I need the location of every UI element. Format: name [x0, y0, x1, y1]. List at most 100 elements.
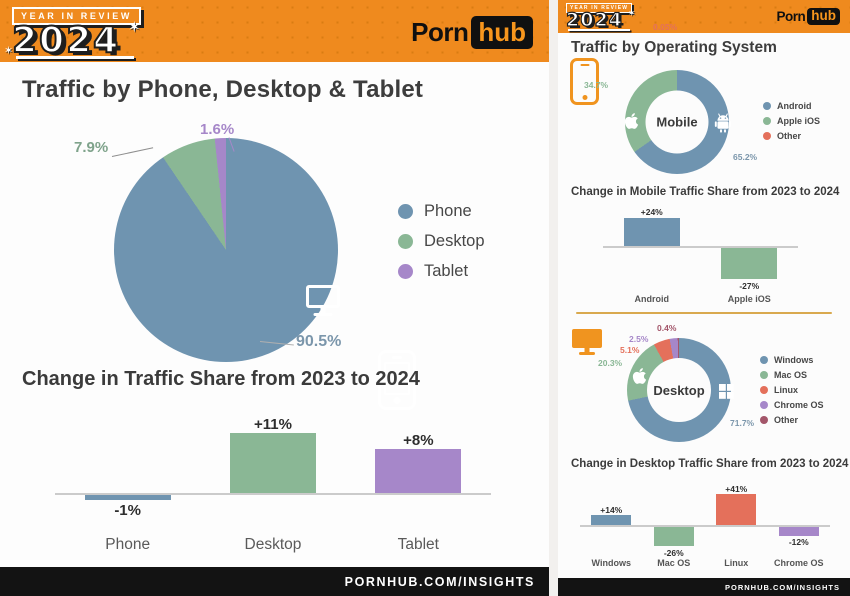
apple-icon	[632, 368, 647, 384]
sparkle-icon: ✶	[128, 19, 141, 36]
bar	[84, 494, 171, 500]
page-title: Traffic by Phone, Desktop & Tablet	[22, 76, 424, 103]
bar-value-label: -1%	[114, 501, 141, 519]
apple-icon	[624, 113, 639, 129]
donut-label-linux: 5.1%	[620, 345, 640, 355]
donut-label-other: 0.4%	[657, 323, 677, 333]
change-chart-title: Change in Traffic Share from 2023 to 202…	[22, 368, 420, 390]
sparkle-icon: ✶	[628, 8, 636, 18]
pornhub-logo-porn: Porn	[776, 8, 806, 24]
legend-dot-chrome-os	[760, 401, 768, 409]
bar-value-label: +41%	[725, 484, 748, 495]
donut-label-other: 0.05%	[653, 22, 678, 32]
legend-dot-tablet	[398, 264, 413, 279]
year-2024-logo: 2024	[11, 20, 121, 61]
page-title: Traffic by Operating System	[571, 39, 777, 56]
legend-dot-linux	[760, 386, 768, 394]
legend-dot-windows	[760, 356, 768, 364]
legend-dot-android	[763, 102, 771, 110]
bar	[716, 494, 757, 525]
bar-value-label: -27%	[739, 280, 760, 291]
device-change-bar-chart: -1% Phone +11% Desktop +8% Tablet	[55, 400, 491, 560]
mobile-os-donut-chart: Mobile	[625, 70, 729, 174]
section-divider	[576, 312, 832, 314]
legend-dot-desktop	[398, 234, 413, 249]
legend-dot-phone	[398, 204, 413, 219]
header-band: YEAR IN REVIEW 2024 ✶ Porn hub	[558, 0, 850, 33]
bar-column-apple-ios: -27% Apple iOS	[701, 202, 799, 304]
desktop-os-legend: Windows Mac OS Linux Chrome OS Other	[760, 355, 824, 430]
phone-icon	[378, 350, 416, 410]
year-in-review-badge: YEAR IN REVIEW	[12, 7, 141, 25]
desktop-change-chart-title: Change in Desktop Traffic Share from 202…	[571, 458, 849, 470]
legend-item-desktop: Desktop	[398, 232, 485, 251]
pornhub-logo-porn: Porn	[411, 16, 469, 47]
left-page: YEAR IN REVIEW 2024 ✶ ✶ Porn hub Traffic…	[0, 0, 549, 596]
sparkle-icon: ✶	[4, 45, 14, 57]
desktop-monitor-icon	[306, 285, 340, 316]
legend-item-chrome-os: Chrome OS	[760, 400, 824, 410]
donut-label-windows: 71.7%	[730, 418, 755, 428]
bar	[653, 526, 694, 546]
footer-bar: PORNHUB.COM/INSIGHTS	[558, 578, 850, 596]
bar-category-label: Tablet	[397, 536, 439, 553]
bar-category-label: Desktop	[244, 536, 302, 553]
bar-column-android: +24% Android	[603, 202, 701, 304]
legend-dot-apple-ios	[763, 117, 771, 125]
bar-column-tablet: +8% Tablet	[346, 400, 491, 560]
donut-label-chrome-os: 2.5%	[629, 334, 649, 344]
bar	[721, 247, 778, 280]
pornhub-logo: Porn hub	[776, 8, 840, 25]
bar-category-label: Android	[634, 294, 670, 304]
mobile-os-change-bar-chart: +24% Android -27% Apple iOS	[603, 202, 798, 304]
desktop-monitor-icon	[572, 329, 602, 355]
donut-center-label: Desktop	[647, 358, 711, 422]
legend-item-other: Other	[760, 415, 824, 425]
pornhub-logo-hub: hub	[471, 16, 533, 49]
bar-value-label: -12%	[788, 537, 809, 547]
donut-label-apple-ios: 34.7%	[584, 80, 609, 90]
mobile-change-chart-title: Change in Mobile Traffic Share from 2023…	[571, 186, 840, 198]
footer-url: PORNHUB.COM/INSIGHTS	[344, 574, 535, 589]
legend-item-phone: Phone	[398, 202, 485, 221]
pie-label-desktop: 7.9%	[74, 139, 109, 156]
bar-column-windows: +14% Windows	[580, 478, 643, 578]
pornhub-logo: Porn hub	[411, 16, 533, 49]
x-axis	[603, 246, 798, 248]
bar-category-label: Mac OS	[657, 558, 691, 568]
bar-category-label: Linux	[724, 558, 749, 568]
legend-dot-mac-os	[760, 371, 768, 379]
bar-category-label: Windows	[591, 558, 631, 568]
legend-item-other: Other	[763, 131, 820, 141]
year-in-review-badge: YEAR IN REVIEW	[566, 3, 633, 13]
mobile-os-legend: Android Apple iOS Other	[763, 101, 820, 146]
footer-bar: PORNHUB.COM/INSIGHTS	[0, 567, 549, 596]
bar-column-linux: +41% Linux	[705, 478, 768, 578]
bar	[591, 514, 632, 525]
windows-icon	[719, 384, 734, 399]
device-share-pie-chart	[114, 138, 416, 410]
bar-category-label: Phone	[105, 536, 151, 553]
bar-column-desktop: +11% Desktop	[200, 400, 345, 560]
year-2024-logo: 2024	[565, 9, 623, 31]
leader-line	[111, 147, 154, 157]
donut-label-mac-os: 20.3%	[598, 358, 623, 368]
bar	[623, 217, 680, 246]
legend-item-android: Android	[763, 101, 820, 111]
header-band: YEAR IN REVIEW 2024 ✶ ✶ Porn hub	[0, 0, 549, 62]
bar-column-chrome-os: -12% Chrome OS	[768, 478, 831, 578]
bar	[229, 432, 316, 493]
legend-item-apple-ios: Apple iOS	[763, 116, 820, 126]
android-icon	[714, 113, 732, 133]
legend-item-linux: Linux	[760, 385, 824, 395]
legend-dot-other	[760, 416, 768, 424]
year-underline	[568, 28, 630, 31]
pie-label-phone: 90.5%	[296, 333, 342, 350]
device-legend: Phone Desktop Tablet	[398, 202, 485, 292]
desktop-os-change-bar-chart: +14% Windows -26% Mac OS +41% Linux -12% Chrome…	[580, 478, 830, 578]
bar-category-label: Apple iOS	[727, 294, 771, 304]
footer-url: PORNHUB.COM/INSIGHTS	[724, 582, 840, 592]
smartphone-icon	[570, 58, 599, 105]
year-underline	[16, 56, 134, 59]
